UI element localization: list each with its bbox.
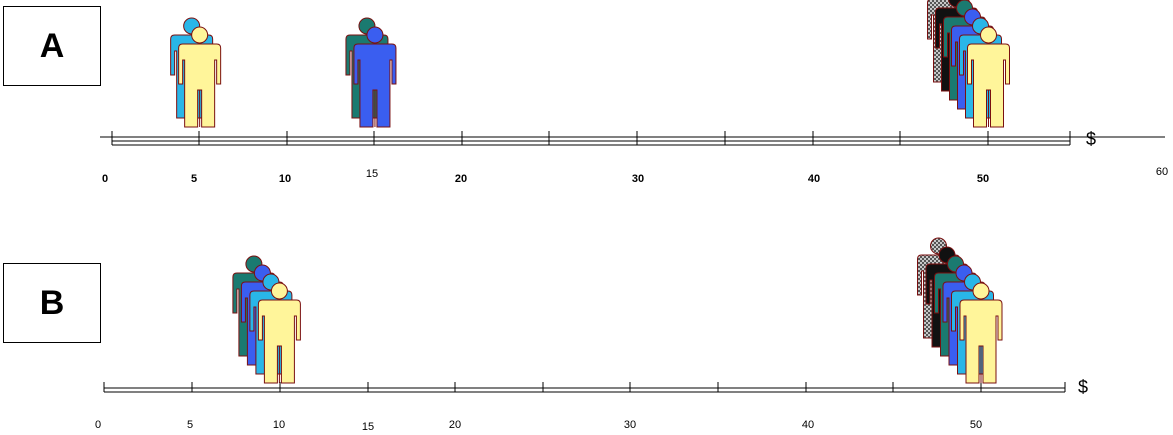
- tick-label: 20: [455, 173, 467, 185]
- person-icon: [959, 282, 1003, 384]
- tick-label: 40: [808, 173, 820, 185]
- panel-a-axis: [100, 131, 1165, 146]
- tick-label: 50: [977, 173, 989, 185]
- tick-label: 10: [273, 419, 285, 431]
- tick-label: 15: [362, 421, 374, 433]
- person-icon: [257, 282, 301, 384]
- tick-label: 0: [102, 173, 108, 185]
- currency-symbol: $: [1086, 129, 1096, 149]
- tick-label: 50: [970, 419, 982, 431]
- panel-label-a: A: [3, 6, 101, 86]
- panel-b-axis-ticks: [103, 382, 1066, 392]
- panel-b-people: [232, 237, 1003, 384]
- panel-label-a-text: A: [39, 26, 65, 65]
- person-icon: [178, 26, 222, 128]
- panel-b-axis: [103, 382, 1066, 393]
- panel-b-tick-labels: 0 5 10 15 20 30 40 50 $: [95, 377, 1088, 433]
- panel-label-b: B: [3, 263, 101, 343]
- tick-label: 30: [624, 419, 636, 431]
- panel-a-axis-ticks: [111, 131, 1071, 145]
- tick-label: 10: [279, 173, 291, 185]
- currency-symbol: $: [1078, 377, 1088, 397]
- panel-a-people: [170, 0, 1010, 128]
- tick-label: 15: [366, 168, 378, 180]
- tick-label: 30: [632, 173, 644, 185]
- tick-label: 5: [191, 173, 197, 185]
- person-icon: [967, 26, 1010, 128]
- tick-label: 60: [1156, 166, 1168, 178]
- tick-label: 20: [449, 419, 461, 431]
- person-icon: [353, 26, 397, 128]
- panel-label-b-text: B: [39, 283, 65, 322]
- tick-label: 0: [95, 419, 101, 431]
- panel-a-tick-labels: 0 5 10 15 20 30 40 50 60 $: [102, 129, 1168, 185]
- tick-label: 5: [187, 419, 193, 431]
- tick-label: 40: [802, 419, 814, 431]
